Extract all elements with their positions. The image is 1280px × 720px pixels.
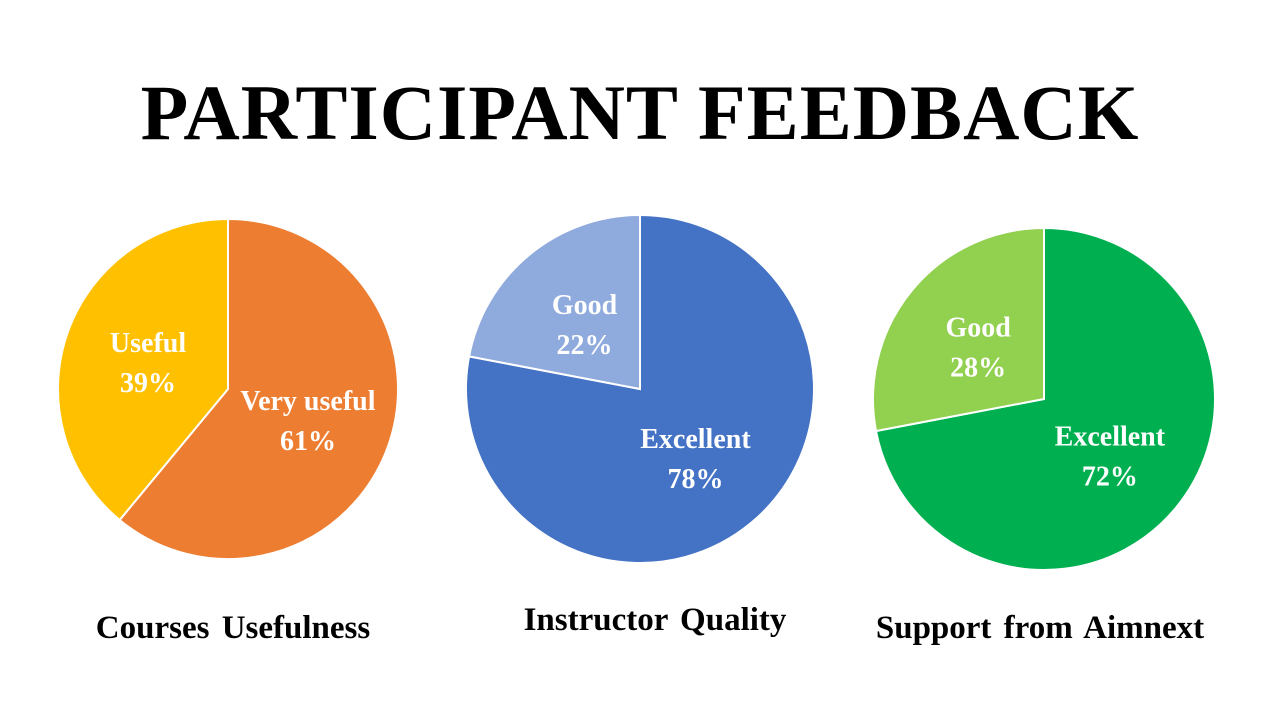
slice-value: 78% (667, 464, 723, 495)
chart-title-instructor-quality: Instructor Quality (523, 602, 787, 638)
slice-label: Good (552, 290, 618, 321)
pie-slice-good (467, 213, 641, 391)
pie-slice-very-useful (118, 217, 399, 560)
slice-label: Excellent (1055, 421, 1166, 452)
page-title: PARTICIPANT FEEDBACK (140, 69, 1140, 156)
pie-slice-excellent (874, 226, 1216, 571)
pie-chart-2: Excellent 72% Good 28% (872, 226, 1216, 571)
slice-label: Good (945, 313, 1011, 344)
slice-value: 22% (557, 330, 613, 361)
slice-value: 28% (950, 353, 1006, 384)
chart-title-support: Support from Aimnext (875, 610, 1205, 646)
pie-chart-0: Very useful 61% Useful 39% (57, 217, 399, 560)
slice-value: 61% (280, 426, 336, 457)
slice-value: 39% (120, 368, 176, 399)
pie-slice-good (872, 226, 1045, 433)
slice-label: Very useful (240, 386, 375, 417)
pie-chart-1: Excellent 78% Good 22% (465, 213, 815, 564)
chart-title-courses-usefulness: Courses Usefulness (95, 610, 371, 646)
slice-value: 72% (1082, 461, 1138, 492)
slice-label: Useful (110, 328, 186, 359)
slice-label: Excellent (640, 424, 751, 455)
pie-slice-useful (57, 217, 229, 522)
